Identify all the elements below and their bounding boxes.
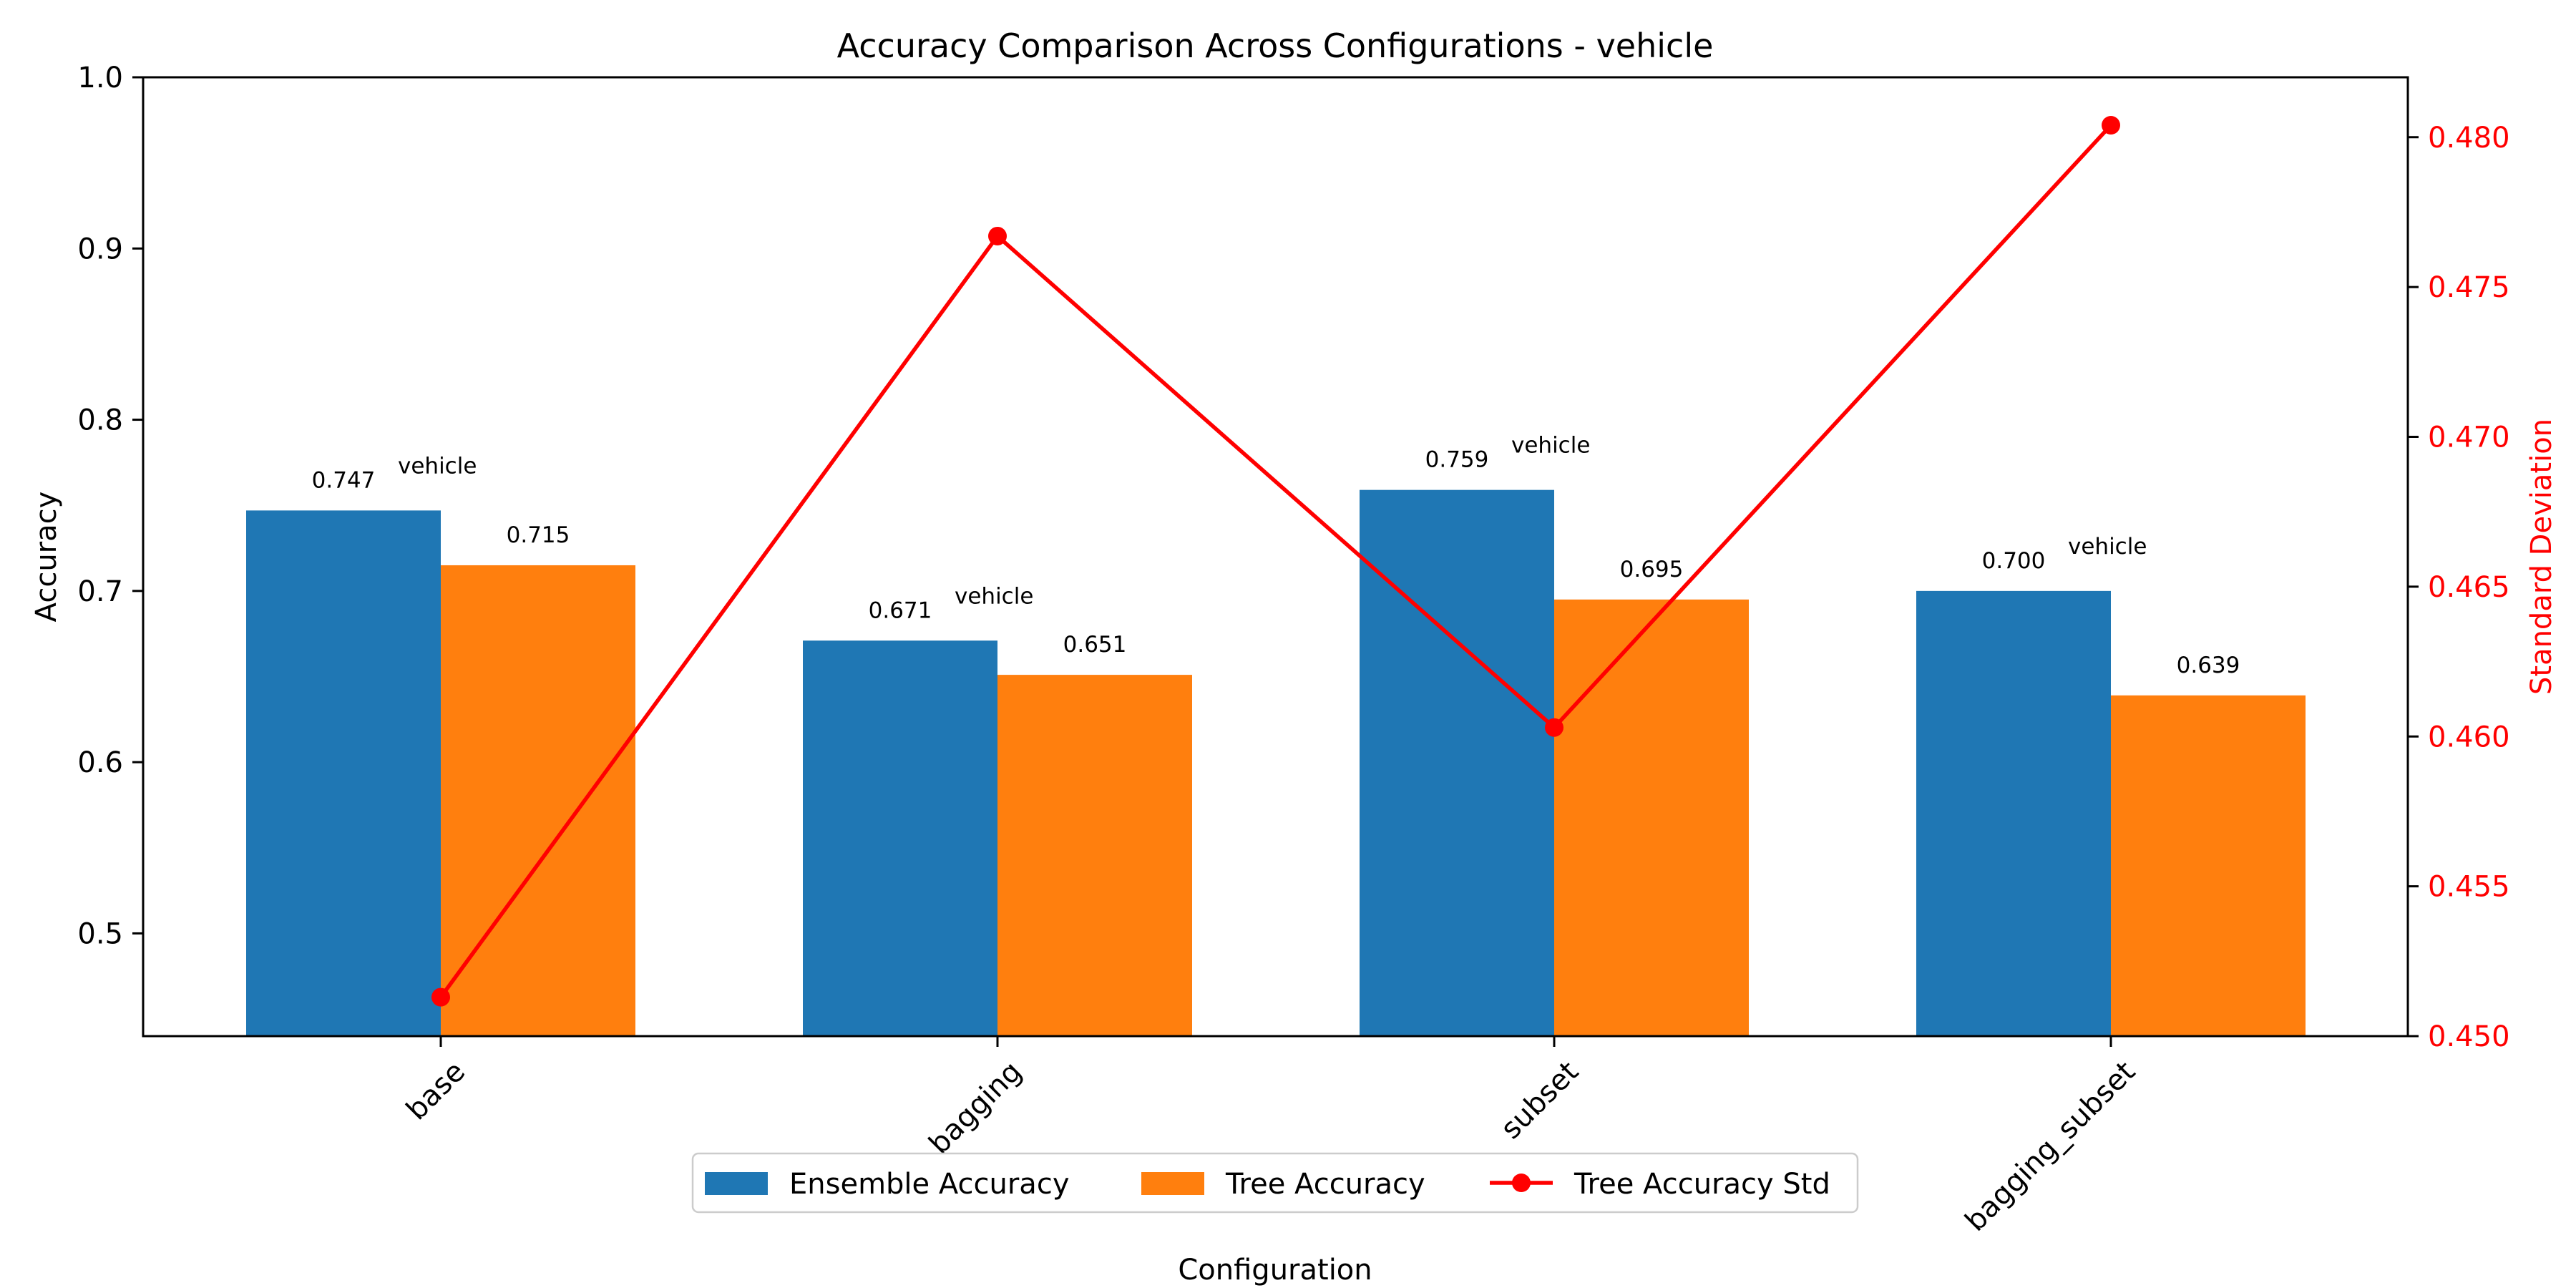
y2-tick-label: 0.460 xyxy=(2428,721,2510,753)
y2-tick-label: 0.465 xyxy=(2428,571,2510,604)
y2-tick-label: 0.480 xyxy=(2428,122,2510,155)
legend-label: Ensemble Accuracy xyxy=(789,1168,1069,1201)
std-point-bagging_subset xyxy=(2102,116,2120,135)
bar-tree-accuracy-subset xyxy=(1554,599,1749,1036)
y-tick-label: 1.0 xyxy=(77,62,123,94)
bar-tree-accuracy-base xyxy=(441,565,635,1036)
y-tick-label: 0.8 xyxy=(77,404,123,437)
std-point-bagging xyxy=(988,226,1007,245)
y-axis-label: Accuracy xyxy=(30,492,63,623)
legend: Ensemble Accuracy Tree Accuracy Tree Accur… xyxy=(691,1152,1859,1214)
dataset-annotation: vehicle xyxy=(1511,433,1590,459)
bar-tree-accuracy-bagging xyxy=(997,675,1192,1036)
y-tick-label: 0.9 xyxy=(77,233,123,265)
y-tick-label: 0.7 xyxy=(77,575,123,608)
legend-box xyxy=(691,1152,1859,1214)
bar-value-label: 0.759 xyxy=(1425,447,1489,473)
dataset-annotation: vehicle xyxy=(955,583,1033,609)
y2-tick-label: 0.450 xyxy=(2428,1020,2510,1053)
plot-area: 0.747 0.671 0.759 0.700 0.715 0.651 0.695 0.639… xyxy=(77,62,2509,1238)
bar-value-label: 0.671 xyxy=(869,597,932,623)
bar-ensemble-accuracy-bagging_subset xyxy=(1916,590,2111,1036)
y2-tick-label: 0.475 xyxy=(2428,271,2510,304)
bar-tree-accuracy-bagging_subset xyxy=(2111,695,2306,1036)
bar-ensemble-accuracy-base xyxy=(246,510,441,1036)
chart-title: Accuracy Comparison Across Configuration… xyxy=(837,26,1714,65)
y2-tick-label: 0.455 xyxy=(2428,871,2510,904)
bar-ensemble-accuracy-subset xyxy=(1360,489,1554,1036)
std-point-subset xyxy=(1545,718,1563,737)
bar-value-label: 0.700 xyxy=(1982,548,2046,574)
legend-label: Tree Accuracy Std xyxy=(1574,1168,1830,1201)
bar-value-label: 0.639 xyxy=(2177,653,2240,678)
bar-value-label: 0.715 xyxy=(507,522,570,548)
legend-swatch-ensemble-accuracy xyxy=(705,1172,768,1195)
y2-axis-label: Standard Deviation xyxy=(2525,419,2558,695)
y2-tick-label: 0.470 xyxy=(2428,421,2510,454)
bar-value-label: 0.695 xyxy=(1620,557,1684,582)
legend-label: Tree Accuracy xyxy=(1225,1168,1425,1201)
y-tick-label: 0.5 xyxy=(77,917,123,950)
legend-swatch-tree-accuracy xyxy=(1141,1172,1204,1195)
std-point-base xyxy=(431,987,450,1007)
y-tick-label: 0.6 xyxy=(77,746,123,779)
std-line xyxy=(439,124,2113,999)
bar-value-label: 0.747 xyxy=(312,467,376,493)
legend-swatch-marker xyxy=(1512,1174,1531,1192)
bar-ensemble-accuracy-bagging xyxy=(803,640,997,1036)
plot-frame xyxy=(142,76,2409,1038)
dataset-annotation: vehicle xyxy=(398,453,477,479)
bar-value-label: 0.651 xyxy=(1063,632,1127,658)
x-axis-label: Configuration xyxy=(1178,1254,1372,1287)
dataset-annotation: vehicle xyxy=(2068,534,2147,560)
